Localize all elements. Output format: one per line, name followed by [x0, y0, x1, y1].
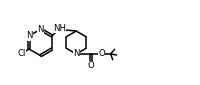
- Text: Cl: Cl: [17, 49, 25, 58]
- Text: N: N: [26, 31, 32, 40]
- Text: N: N: [37, 25, 44, 34]
- Text: O: O: [88, 61, 94, 70]
- Text: O: O: [98, 49, 105, 58]
- Text: N: N: [73, 49, 79, 58]
- Text: NH: NH: [53, 24, 66, 33]
